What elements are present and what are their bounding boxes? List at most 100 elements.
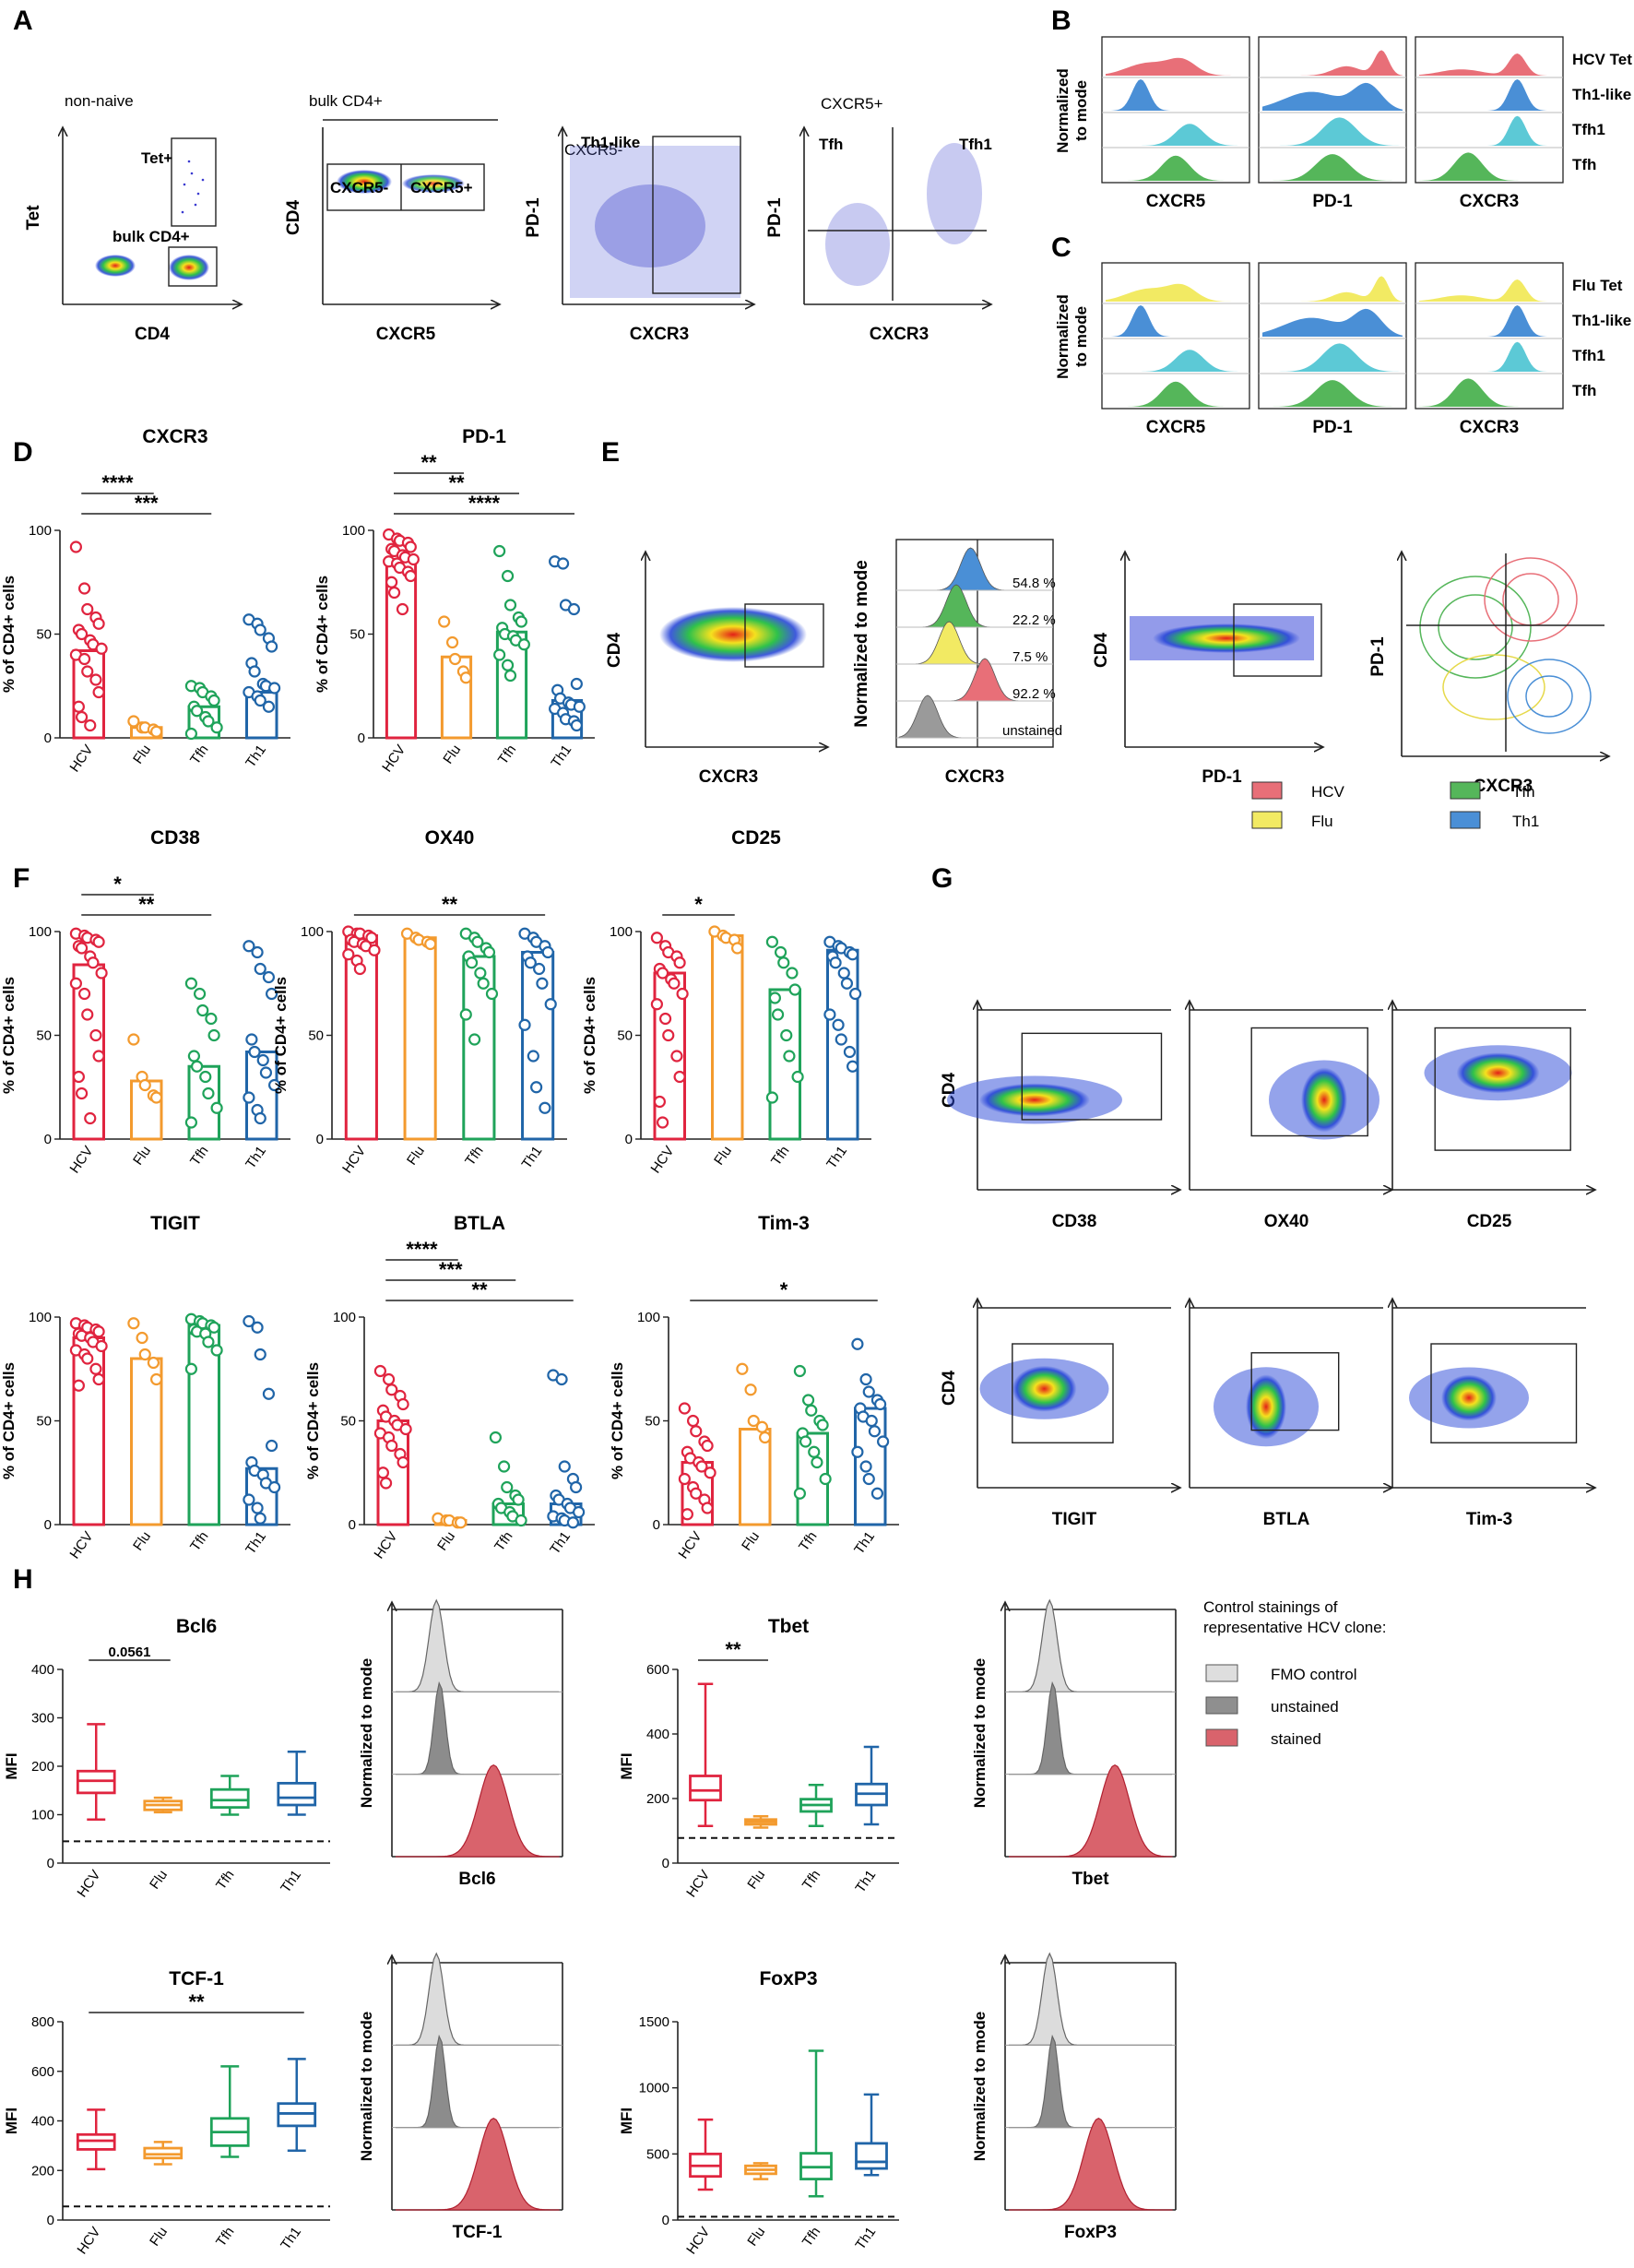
y-tick-label: 0	[47, 1856, 54, 1871]
data-point	[868, 1425, 882, 1438]
data-point	[846, 948, 859, 961]
bar-hcv	[653, 971, 686, 1141]
y-axis-label: CD4	[940, 1371, 959, 1406]
gate	[1021, 1032, 1163, 1121]
histogram-frame	[1415, 36, 1564, 184]
data-point	[865, 1414, 878, 1428]
data-point	[353, 962, 366, 976]
data-point	[653, 1095, 667, 1109]
x-tick-label: Th1	[278, 1868, 304, 1896]
x-tick-label: Flu	[130, 742, 154, 767]
x-axis-label: CD25	[1467, 1212, 1512, 1231]
x-axis-label: CXCR5	[1146, 418, 1206, 437]
bar-flu	[403, 936, 437, 1141]
x-axis-label: PD-1	[1312, 192, 1353, 211]
gate	[1430, 1343, 1578, 1443]
chart-title: Bcl6	[176, 1616, 217, 1637]
data-point	[184, 1362, 197, 1375]
data-point	[556, 557, 570, 570]
y-tick-label: 50	[617, 1028, 633, 1044]
legend-swatch-unstained	[1205, 1696, 1238, 1715]
density-core	[1012, 1365, 1077, 1412]
y-tick-label: 0	[44, 730, 52, 746]
y-tick-label: 0	[47, 2213, 54, 2228]
data-point	[399, 1422, 412, 1436]
histogram-frame	[1258, 262, 1407, 410]
chart-tcf-1: TCF-1 0 200 400 600 800 MFI HCV Flu Tfh Th1 **	[3, 1968, 330, 2257]
data-point	[493, 544, 506, 558]
legend-label: Tfh	[1512, 783, 1535, 801]
x-axis-label: PD-1	[1312, 418, 1353, 437]
data-point	[459, 1008, 472, 1021]
data-point	[780, 1028, 793, 1042]
data-point	[489, 1431, 503, 1444]
data-point	[848, 987, 862, 1001]
y-tick-label: 0	[662, 2213, 669, 2228]
histogram-3	[1106, 155, 1246, 181]
data-point	[670, 1050, 683, 1063]
y-axis-label: % of CD4+ cells	[0, 1362, 18, 1479]
panel-e: CXCR3 CD4 CXCR3 Normalized to mode 54.8 …	[605, 539, 1609, 830]
x-tick-label: Th1	[823, 1144, 850, 1172]
chart-title: CD38	[150, 827, 200, 849]
chart-tigit: TIGIT 0 50 100 % of CD4+ cells HCV Flu Tfh Th1	[0, 1213, 290, 1561]
data-point	[254, 694, 266, 707]
y-axis-label: PD-1	[1368, 636, 1388, 677]
histogram-0	[396, 1952, 559, 2046]
y-tick-label: 500	[646, 2146, 669, 2162]
legend-swatch-th1	[1450, 811, 1481, 829]
histogram-2	[1106, 124, 1246, 146]
x-axis-label: TCF-1	[453, 2223, 503, 2242]
histogram-2	[1009, 2117, 1172, 2211]
data-point	[248, 665, 261, 678]
panel-label-E: E	[601, 437, 620, 468]
histogram-2	[1262, 117, 1403, 146]
flow-plot-cd4-pd1: PD-1 CD4	[1092, 552, 1323, 787]
y-axis-label: MFI	[618, 2108, 635, 2134]
histogram-0	[396, 1598, 559, 1692]
data-point	[368, 944, 381, 956]
x-tick-label: Flu	[130, 1529, 154, 1554]
histogram-3	[1419, 152, 1559, 181]
data-point	[566, 1516, 580, 1529]
data-point	[385, 1383, 398, 1396]
chart-title: FoxP3	[759, 1968, 817, 1989]
x-axis-label: CXCR5	[1146, 192, 1206, 211]
histogram-1	[396, 2034, 559, 2129]
data-point	[539, 1101, 551, 1114]
data-point	[89, 1362, 102, 1375]
data-point	[184, 727, 197, 741]
box-th1	[855, 2142, 888, 2170]
histogram-2	[1262, 343, 1403, 372]
data-point	[210, 1101, 223, 1114]
histogram-2	[1009, 1763, 1173, 1858]
data-point	[570, 718, 583, 732]
significance-label: ****	[468, 492, 501, 515]
y-axis-label: % of CD4+ cells	[609, 1362, 626, 1479]
data-point	[774, 945, 787, 959]
data-point	[207, 1321, 220, 1334]
data-point	[805, 1404, 818, 1417]
y-tick-label: 50	[349, 627, 365, 643]
x-tick-label: HCV	[66, 1144, 96, 1177]
data-point	[75, 627, 89, 641]
data-point	[190, 1060, 204, 1073]
y-tick-label: 400	[31, 1662, 54, 1678]
flow-plot-non-naive: non-naive CD4 Tet Tet+ bulk CD4+	[24, 92, 242, 344]
data-point	[138, 1348, 151, 1361]
data-point	[835, 1033, 847, 1046]
data-point	[555, 1372, 568, 1386]
y-axis-label: PD-1	[765, 197, 785, 238]
box-th1	[277, 1781, 317, 1807]
legend-label: unstained	[1271, 1698, 1339, 1716]
x-tick-label: Tfh	[491, 1529, 515, 1555]
histogram-frame	[1415, 262, 1564, 410]
data-point	[243, 1493, 255, 1506]
density-core	[1246, 1374, 1286, 1440]
data-point	[650, 932, 664, 944]
y-axis-label: MFI	[618, 1752, 635, 1779]
y-axis-label: Normalized to mode	[971, 1658, 989, 1808]
legend-title: representative HCV clone:	[1203, 1619, 1386, 1636]
data-point	[92, 685, 105, 699]
